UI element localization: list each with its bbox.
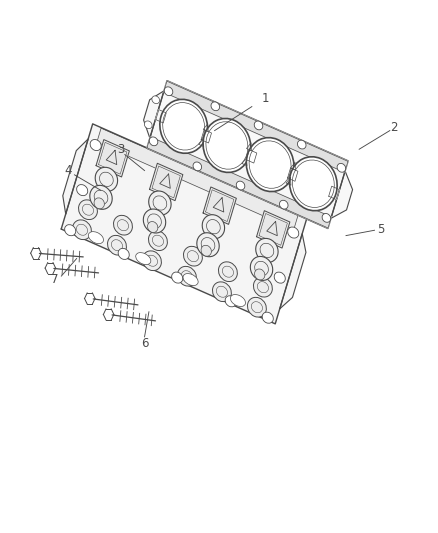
Polygon shape [61,124,307,324]
Ellipse shape [77,184,88,196]
Ellipse shape [211,102,219,111]
Ellipse shape [142,251,162,271]
Ellipse shape [279,200,288,209]
Polygon shape [147,137,332,228]
Polygon shape [280,233,306,309]
Ellipse shape [149,191,171,215]
Ellipse shape [337,164,346,172]
Polygon shape [247,150,257,163]
Ellipse shape [172,272,183,283]
Ellipse shape [236,181,245,190]
Ellipse shape [288,227,299,238]
Ellipse shape [256,238,278,262]
Ellipse shape [148,231,167,251]
Ellipse shape [78,200,97,220]
Ellipse shape [149,137,158,146]
Polygon shape [96,140,129,177]
Ellipse shape [73,220,92,240]
Ellipse shape [193,162,201,171]
Polygon shape [203,187,237,224]
Ellipse shape [113,215,132,235]
Polygon shape [63,139,88,214]
Text: 2: 2 [390,122,398,134]
Text: 3: 3 [117,143,124,156]
Ellipse shape [254,277,272,297]
Ellipse shape [246,138,294,191]
Ellipse shape [90,140,101,151]
Ellipse shape [230,295,245,306]
Text: 6: 6 [141,337,148,350]
Ellipse shape [274,272,285,283]
Polygon shape [328,186,339,199]
Ellipse shape [148,222,158,232]
Ellipse shape [297,140,306,149]
Polygon shape [331,171,353,219]
Polygon shape [163,81,348,172]
Ellipse shape [254,269,265,280]
Ellipse shape [247,297,266,317]
Ellipse shape [107,236,127,255]
Polygon shape [156,110,166,123]
Ellipse shape [197,233,219,257]
Ellipse shape [145,121,152,128]
Ellipse shape [251,256,273,280]
Ellipse shape [219,262,237,281]
Ellipse shape [90,185,112,209]
Polygon shape [287,168,298,181]
Ellipse shape [290,157,337,211]
Ellipse shape [262,312,273,323]
Ellipse shape [201,245,212,256]
Ellipse shape [152,96,159,103]
Text: 7: 7 [51,273,59,286]
Ellipse shape [322,214,331,222]
Ellipse shape [184,246,202,266]
Polygon shape [97,128,298,229]
Ellipse shape [254,121,263,130]
Ellipse shape [143,209,166,233]
Text: 1: 1 [261,92,269,105]
Ellipse shape [202,215,225,239]
Polygon shape [144,91,164,138]
Ellipse shape [203,118,251,173]
Polygon shape [149,163,183,200]
Ellipse shape [136,253,151,264]
Ellipse shape [183,273,198,286]
Ellipse shape [118,248,129,260]
Ellipse shape [88,232,103,244]
Polygon shape [147,80,348,229]
Ellipse shape [95,167,117,191]
Ellipse shape [160,99,208,154]
Polygon shape [257,211,290,248]
Ellipse shape [177,266,196,286]
Ellipse shape [94,198,104,209]
Ellipse shape [212,282,231,302]
Text: 5: 5 [378,223,385,236]
Ellipse shape [65,224,76,236]
Polygon shape [201,130,212,143]
Text: 4: 4 [64,164,72,177]
Ellipse shape [164,87,173,95]
Ellipse shape [225,296,236,307]
